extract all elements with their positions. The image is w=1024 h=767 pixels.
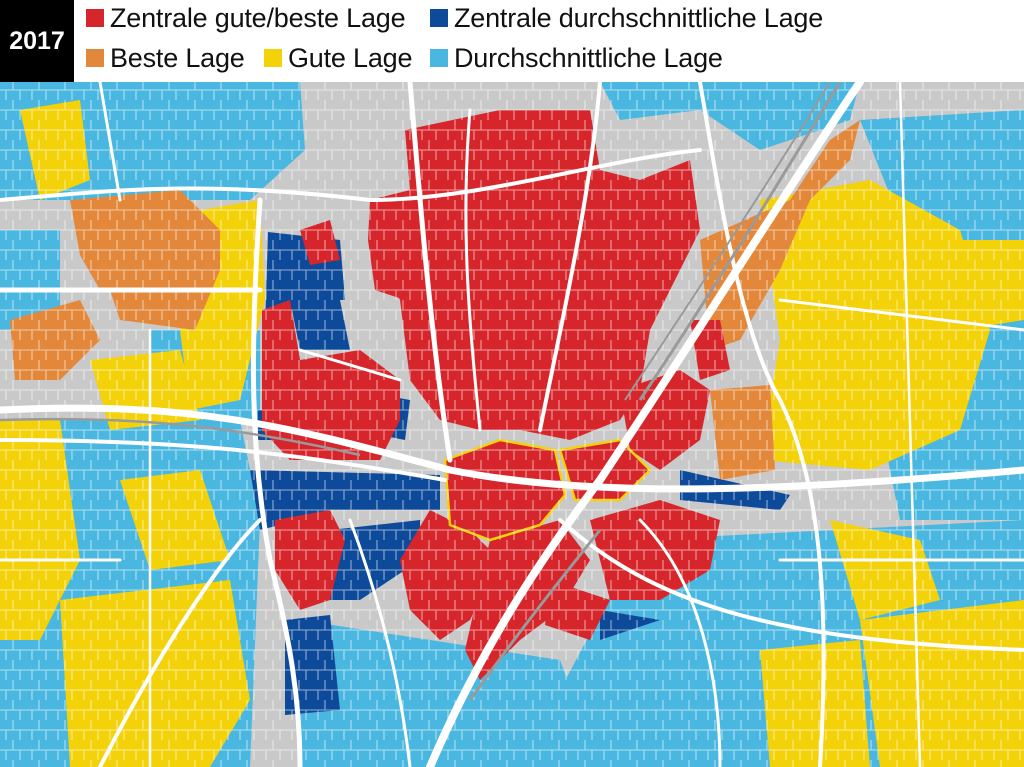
legend-item-zentrale-durchschnittliche: Zentrale durchschnittliche Lage bbox=[430, 0, 823, 36]
legend-item-gute-lage: Gute Lage bbox=[264, 40, 413, 76]
legend-swatch bbox=[86, 9, 104, 27]
year-badge: 2017 bbox=[0, 0, 74, 82]
legend-label: Beste Lage bbox=[110, 43, 245, 73]
road-network bbox=[0, 82, 1024, 767]
legend-swatch bbox=[264, 49, 282, 67]
legend-label: Gute Lage bbox=[288, 43, 413, 73]
legend-item-durchschnittliche-lage: Durchschnittliche Lage bbox=[430, 40, 723, 76]
legend-header: 2017 Zentrale gute/beste Lage Zentrale d… bbox=[0, 0, 1024, 82]
legend-swatch bbox=[430, 49, 448, 67]
legend-label: Durchschnittliche Lage bbox=[454, 43, 723, 73]
railway-tracks bbox=[0, 82, 842, 701]
legend-swatch bbox=[86, 49, 104, 67]
legend-item-zentrale-gute-beste: Zentrale gute/beste Lage bbox=[86, 0, 406, 36]
legend-label: Zentrale durchschnittliche Lage bbox=[454, 3, 824, 33]
city-district-map bbox=[0, 82, 1024, 767]
legend-label: Zentrale gute/beste Lage bbox=[110, 3, 406, 33]
legend-swatch bbox=[430, 9, 448, 27]
legend-item-beste-lage: Beste Lage bbox=[86, 40, 245, 76]
